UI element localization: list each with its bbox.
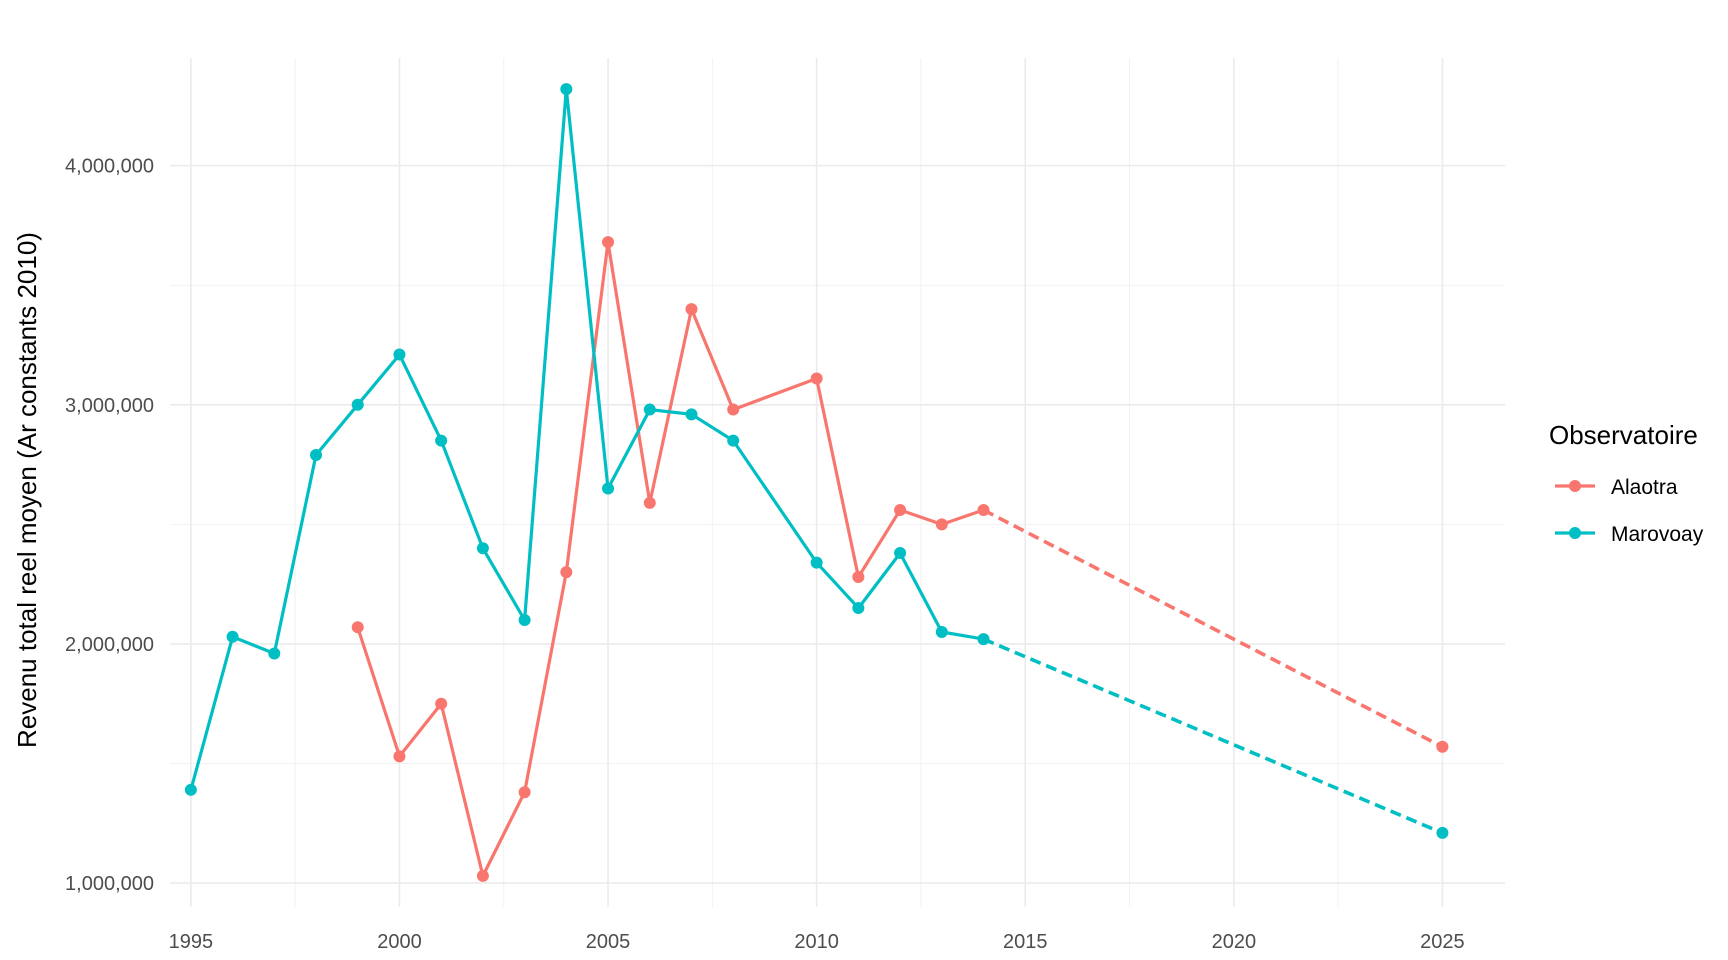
alaotra-projected-point xyxy=(1436,740,1449,753)
y-tick-label: 1,000,000 xyxy=(65,873,154,895)
marovoay-point xyxy=(685,408,698,421)
marovoay-point xyxy=(393,348,406,361)
legend-title: Observatoire xyxy=(1549,420,1698,450)
x-tick-label: 2005 xyxy=(586,931,631,953)
legend-label-marovoay: Marovoay xyxy=(1611,523,1704,546)
marovoay-point xyxy=(351,398,364,411)
y-tick-label: 4,000,000 xyxy=(65,156,154,178)
marovoay-point xyxy=(643,403,656,416)
legend-marker-alaotra xyxy=(1569,480,1581,492)
marovoay-point xyxy=(310,448,323,461)
marovoay-point xyxy=(476,542,489,555)
alaotra-point xyxy=(602,236,615,249)
alaotra-point xyxy=(476,869,489,882)
x-axis-tick-labels: 1995 2000 2005 2010 2015 2020 2025 xyxy=(169,931,1465,953)
alaotra-point xyxy=(435,697,448,710)
alaotra-point xyxy=(977,504,990,517)
alaotra-point xyxy=(643,496,656,509)
marovoay-point xyxy=(852,602,865,615)
y-tick-label: 3,000,000 xyxy=(65,395,154,417)
marovoay-point xyxy=(560,83,573,96)
legend: Observatoire Alaotra Marovoay xyxy=(1549,420,1704,546)
x-tick-label: 2020 xyxy=(1212,931,1257,953)
legend-item-marovoay: Marovoay xyxy=(1555,523,1704,546)
alaotra-point xyxy=(935,518,948,531)
series-alaotra xyxy=(351,236,1449,882)
major-gridlines xyxy=(170,58,1505,907)
alaotra-point xyxy=(685,303,698,316)
legend-label-alaotra: Alaotra xyxy=(1611,476,1678,499)
marovoay-point xyxy=(935,625,948,638)
x-tick-label: 2015 xyxy=(1003,931,1048,953)
alaotra-point xyxy=(810,372,823,385)
alaotra-point xyxy=(560,566,573,579)
alaotra-point xyxy=(727,403,740,416)
legend-items: Alaotra Marovoay xyxy=(1555,476,1704,546)
series-layer xyxy=(184,83,1449,882)
marovoay-projected-point xyxy=(1436,826,1449,839)
minor-gridlines xyxy=(170,58,1505,907)
marovoay-point xyxy=(727,434,740,447)
alaotra-point xyxy=(894,504,907,517)
x-tick-label: 2000 xyxy=(377,931,422,953)
marovoay-point xyxy=(977,633,990,646)
x-tick-label: 1995 xyxy=(169,931,214,953)
marovoay-point xyxy=(435,434,448,447)
marovoay-point xyxy=(602,482,615,495)
marovoay-point xyxy=(518,614,531,627)
y-axis-title: Revenu total reel moyen (Ar constants 20… xyxy=(12,232,42,748)
y-axis-tick-labels: 1,000,000 2,000,000 3,000,000 4,000,000 xyxy=(65,156,154,895)
marovoay-point xyxy=(268,647,281,660)
alaotra-point xyxy=(518,786,531,799)
marovoay-projection-line xyxy=(982,637,1444,835)
series-marovoay xyxy=(184,83,1449,839)
y-tick-label: 2,000,000 xyxy=(65,634,154,656)
alaotra-projection-line xyxy=(982,508,1444,749)
x-tick-label: 2025 xyxy=(1420,931,1465,953)
marovoay-point xyxy=(226,630,239,643)
marovoay-point xyxy=(184,783,197,796)
marovoay-point xyxy=(894,547,907,560)
marovoay-point xyxy=(810,556,823,569)
alaotra-point xyxy=(852,570,865,583)
legend-item-alaotra: Alaotra xyxy=(1555,476,1678,499)
alaotra-point xyxy=(393,750,406,763)
x-tick-label: 2010 xyxy=(794,931,839,953)
legend-marker-marovoay xyxy=(1569,527,1581,539)
alaotra-point xyxy=(351,621,364,634)
